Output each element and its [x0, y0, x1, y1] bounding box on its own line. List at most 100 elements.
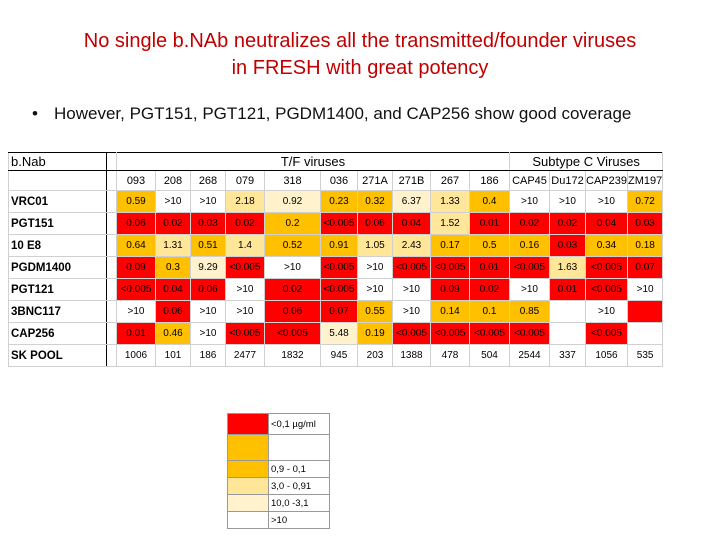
value-cell: <0.005	[509, 256, 550, 279]
value-cell: 0.72	[626, 190, 664, 213]
antibody-label: CAP256	[8, 322, 107, 345]
value-cell: 0.32	[357, 190, 393, 213]
value-cell: >10	[116, 300, 156, 323]
column-header: 208	[155, 170, 191, 191]
column-header: 318	[264, 170, 321, 191]
value-cell: <0.005	[225, 322, 265, 345]
value-cell: >10	[190, 322, 226, 345]
value-cell: >10	[509, 190, 550, 213]
legend-item: >10	[227, 511, 330, 529]
value-cell: 0.01	[469, 256, 510, 279]
value-cell: 0.5	[469, 234, 510, 257]
table-row: PGDM1400 0.09 0.3 9.29 <0.005 >10 <0.005 >10 <0.…	[8, 256, 664, 279]
value-cell: <0.005	[392, 322, 431, 345]
value-cell: 9.29	[190, 256, 226, 279]
value-cell: 101	[155, 344, 191, 367]
antibody-label: VRC01	[8, 190, 107, 213]
table-row: 3BNC117 >10 0.06 >10 >10 0.06 0.07 0.55 >10 0.14 0…	[8, 300, 664, 323]
value-cell: <0.005	[225, 256, 265, 279]
value-cell: >10	[190, 190, 226, 213]
value-cell: >10	[392, 278, 431, 301]
column-header: 093	[116, 170, 156, 191]
bullet-point: • However, PGT151, PGT121, PGDM1400, and …	[32, 104, 631, 124]
value-cell: >10	[626, 278, 664, 301]
table-row: SK POOL 1006 101 186 2477 1832 945 203 1388 478 50…	[8, 344, 664, 367]
value-cell: 0.02	[549, 212, 586, 235]
value-cell: 5.48	[320, 322, 358, 345]
value-cell: 0.09	[430, 278, 470, 301]
legend-label: 0,9 - 0,1	[268, 460, 330, 478]
value-cell: 6.37	[392, 190, 431, 213]
value-cell: 0.03	[549, 234, 586, 257]
antibody-label: PGDM1400	[8, 256, 107, 279]
neutralization-table: b.Nab T/F viruses Subtype C Viruses 093 208 2…	[8, 152, 664, 367]
legend-label: >10	[268, 511, 330, 529]
value-cell: 1.4	[225, 234, 265, 257]
value-cell: 0.4	[469, 190, 510, 213]
value-cell: 0.09	[116, 256, 156, 279]
value-cell: 2544	[509, 344, 550, 367]
value-cell: 478	[430, 344, 470, 367]
legend-swatch	[227, 434, 269, 461]
group-header-subtype-c: Subtype C Viruses	[508, 152, 664, 171]
value-cell: 0.06	[155, 300, 191, 323]
legend-swatch	[227, 511, 269, 529]
corner-label: b.Nab	[8, 152, 107, 171]
value-cell: 1.63	[549, 256, 586, 279]
value-cell: 0.02	[155, 212, 191, 235]
table-row: PGT121 <0.005 0.04 0.06 >10 0.02 <0.005 >10 >10 0…	[8, 278, 664, 301]
value-cell: 0.51	[190, 234, 226, 257]
value-cell: 0.91	[320, 234, 358, 257]
column-header: 036	[320, 170, 358, 191]
value-cell: >10	[225, 300, 265, 323]
legend-item	[227, 434, 330, 461]
color-legend: <0,1 µg/ml 0,9 - 0,1 3,0 - 0,91 10,0 -3,1 >1…	[227, 413, 330, 529]
value-cell: <0.005	[509, 322, 550, 345]
table-row: PGT151 0.06 0.02 0.03 0.02 0.2 <0.005 0.06 0.04 1…	[8, 212, 664, 235]
legend-swatch	[227, 413, 269, 435]
value-cell: 0.04	[392, 212, 431, 235]
value-cell: 0.07	[320, 300, 358, 323]
value-cell: 1.52	[430, 212, 470, 235]
column-header: 267	[430, 170, 470, 191]
value-cell: 0.1	[469, 300, 510, 323]
value-cell: >10	[264, 256, 321, 279]
value-cell: 0.23	[320, 190, 358, 213]
value-cell: 0.06	[116, 212, 156, 235]
value-cell: 0.02	[225, 212, 265, 235]
value-cell: 0.17	[430, 234, 470, 257]
value-cell: <0.005	[585, 322, 628, 345]
legend-swatch	[227, 477, 269, 495]
value-cell: 0.52	[264, 234, 321, 257]
value-cell: 0.03	[626, 212, 664, 235]
value-cell	[626, 300, 664, 323]
value-cell: 0.07	[626, 256, 664, 279]
value-cell: 0.59	[116, 190, 156, 213]
value-cell: 0.19	[357, 322, 393, 345]
slide-title: No single b.NAb neutralizes all the tran…	[0, 28, 720, 82]
value-cell: 0.03	[190, 212, 226, 235]
value-cell: 0.01	[469, 212, 510, 235]
column-header: 271A	[357, 170, 393, 191]
value-cell: >10	[549, 190, 586, 213]
legend-item: <0,1 µg/ml	[227, 413, 330, 435]
value-cell: 0.02	[469, 278, 510, 301]
value-cell: 337	[549, 344, 586, 367]
value-cell	[626, 322, 664, 345]
legend-label: 10,0 -3,1	[268, 494, 330, 512]
value-cell: <0.005	[585, 278, 628, 301]
value-cell: 0.06	[357, 212, 393, 235]
value-cell: 2.18	[225, 190, 265, 213]
value-cell: 0.02	[264, 278, 321, 301]
legend-swatch	[227, 460, 269, 478]
value-cell: 0.85	[509, 300, 550, 323]
value-cell: >10	[190, 300, 226, 323]
legend-label: <0,1 µg/ml	[268, 413, 330, 435]
value-cell: <0.005	[392, 256, 431, 279]
value-cell: 0.46	[155, 322, 191, 345]
legend-label	[268, 434, 330, 461]
value-cell: 535	[626, 344, 664, 367]
bullet-dot-icon: •	[32, 104, 38, 123]
value-cell: 0.06	[190, 278, 226, 301]
value-cell: 0.34	[585, 234, 628, 257]
